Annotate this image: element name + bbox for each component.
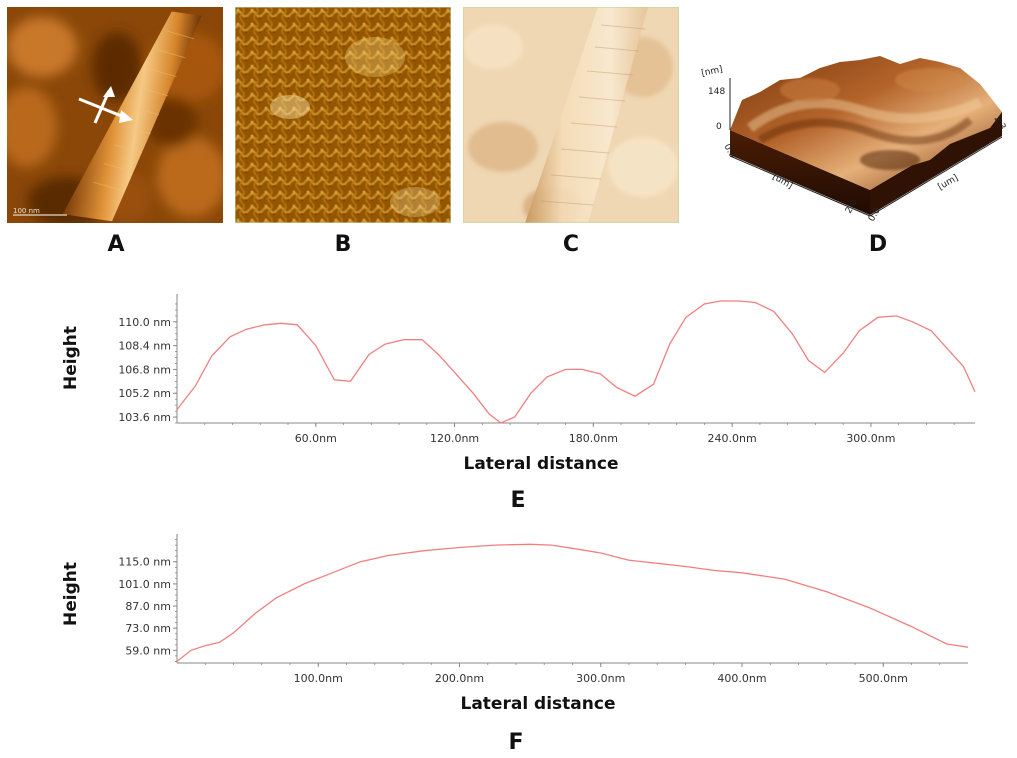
y-axis-title: Height bbox=[61, 326, 81, 390]
height-profile-e-chart: Height Lateral distance 103.6 nm 105.2 nm… bbox=[61, 294, 976, 474]
x-axis-title: Lateral distance bbox=[461, 694, 616, 714]
x-tick-label: 400.0nm bbox=[717, 672, 766, 685]
panel-label-f: F bbox=[508, 730, 524, 755]
x-tick-label: 300.0nm bbox=[576, 672, 625, 685]
afm-3d-topography-d: [nm] 148 0 0.0 [um] 2.0 0.0 [um] 2.3 bbox=[690, 40, 1012, 225]
x-tick-label: 240.0nm bbox=[708, 432, 757, 445]
x-tick-label: 120.0nm bbox=[430, 432, 479, 445]
panel-label-e: E bbox=[510, 488, 526, 513]
y-axis-title: Height bbox=[61, 562, 81, 626]
x-tick-label: 200.0nm bbox=[435, 672, 484, 685]
afm-phase-image-c bbox=[463, 7, 679, 223]
height-profile-f: Height Lateral distance 59.0 nm 73.0 nm 87… bbox=[0, 528, 1017, 718]
height-profile-f-chart: Height Lateral distance 59.0 nm 73.0 nm 87… bbox=[61, 534, 969, 714]
d-z-max: 148 bbox=[708, 87, 725, 97]
panel-label-a: A bbox=[107, 232, 125, 257]
y-tick-label: 106.8 nm bbox=[118, 363, 171, 376]
d-y-unit: [um] bbox=[937, 173, 961, 192]
panel-label-c: C bbox=[562, 232, 580, 257]
afm-height-image-a: 100 nm bbox=[7, 7, 223, 223]
d-z-unit: [nm] bbox=[701, 65, 724, 79]
afm-image-b bbox=[235, 7, 451, 223]
profile-line-f bbox=[176, 543, 969, 662]
height-profile-e: Height Lateral distance 103.6 nm 105.2 nm… bbox=[0, 286, 1017, 486]
profile-line-e bbox=[176, 300, 976, 424]
y-tick-label: 110.0 nm bbox=[118, 316, 171, 329]
x-tick-label: 180.0nm bbox=[569, 432, 618, 445]
x-tick-label: 500.0nm bbox=[859, 672, 908, 685]
x-tick-label: 100.0nm bbox=[294, 672, 343, 685]
y-tick-label: 59.0 nm bbox=[125, 644, 171, 657]
y-tick-label: 101.0 nm bbox=[118, 578, 171, 591]
d-z-min: 0 bbox=[716, 122, 722, 132]
y-tick-label: 108.4 nm bbox=[118, 340, 171, 353]
panel-label-d: D bbox=[868, 232, 888, 257]
y-tick-label: 73.0 nm bbox=[125, 622, 171, 635]
panel-label-b: B bbox=[334, 232, 352, 257]
y-tick-label: 115.0 nm bbox=[118, 556, 171, 569]
y-tick-label: 103.6 nm bbox=[118, 411, 171, 424]
x-axis-title: Lateral distance bbox=[464, 454, 619, 474]
y-tick-label: 87.0 nm bbox=[125, 600, 171, 613]
scale-bar-label: 100 nm bbox=[13, 207, 40, 215]
x-tick-label: 300.0nm bbox=[846, 432, 895, 445]
y-tick-label: 105.2 nm bbox=[118, 387, 171, 400]
x-tick-label: 60.0nm bbox=[295, 432, 337, 445]
